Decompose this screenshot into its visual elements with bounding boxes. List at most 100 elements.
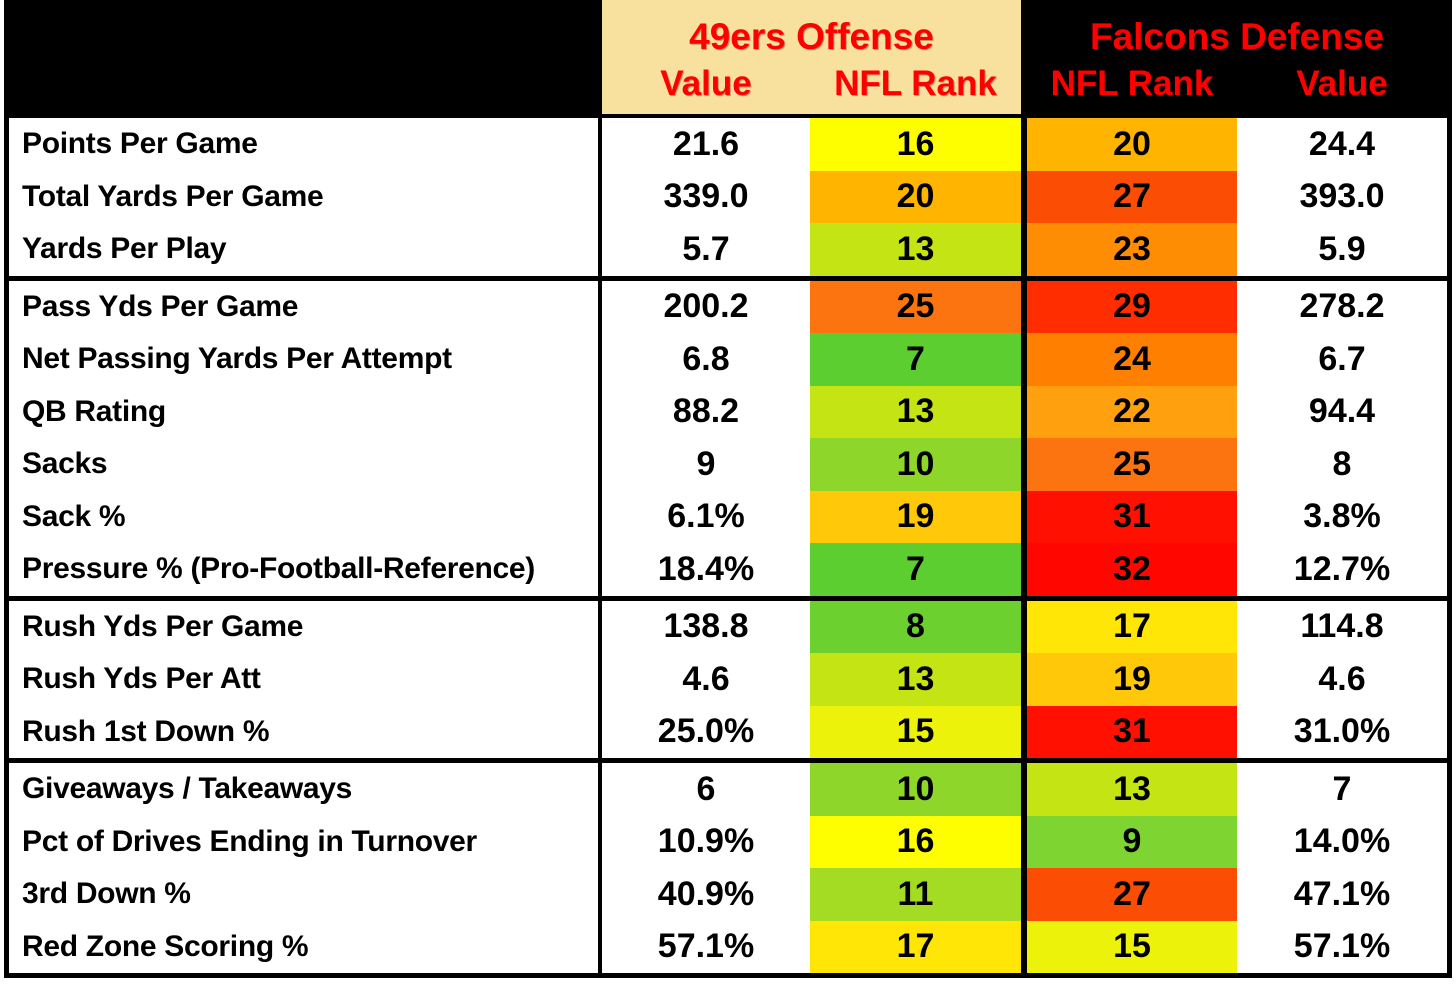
offense-value-cell: 10.9% — [598, 815, 810, 868]
defense-value-cell: 14.0% — [1237, 815, 1447, 868]
stats-comparison-table: 49ers Offense Falcons Defense Value NFL … — [4, 0, 1452, 978]
table-row: Giveaways / Takeaways 6 10 13 7 — [9, 763, 1447, 816]
offense-rank-cell: 10 — [810, 438, 1021, 491]
table-row: Pct of Drives Ending in Turnover 10.9% 1… — [9, 815, 1447, 868]
stat-label: Rush Yds Per Game — [9, 600, 598, 653]
defense-rank-cell: 25 — [1021, 438, 1237, 491]
table-row: 3rd Down % 40.9% 11 27 47.1% — [9, 868, 1447, 921]
offense-rank-cell: 16 — [810, 815, 1021, 868]
offense-value-cell: 6 — [598, 763, 810, 816]
defense-value-cell: 12.7% — [1237, 543, 1447, 596]
offense-rank-cell: 16 — [810, 118, 1021, 171]
stat-label: Points Per Game — [9, 118, 598, 171]
offense-value-cell: 18.4% — [598, 543, 810, 596]
defense-value-cell: 6.7 — [1237, 333, 1447, 386]
defense-rank-cell: 27 — [1021, 170, 1237, 223]
stat-group: Giveaways / Takeaways 6 10 13 7 Pct of D… — [9, 758, 1447, 973]
offense-value-cell: 200.2 — [598, 280, 810, 333]
defense-value-column-header: Value — [1296, 64, 1388, 103]
defense-value-cell: 7 — [1237, 763, 1447, 816]
defense-rank-cell: 19 — [1021, 653, 1237, 706]
stat-label: Pass Yds Per Game — [9, 280, 598, 333]
table-row: Yards Per Play 5.7 13 23 5.9 — [9, 223, 1447, 276]
offense-value-cell: 5.7 — [598, 223, 810, 276]
defense-rank-cell: 31 — [1021, 490, 1237, 543]
table-row: Red Zone Scoring % 57.1% 17 15 57.1% — [9, 920, 1447, 973]
defense-rank-cell: 32 — [1021, 543, 1237, 596]
defense-value-cell: 4.6 — [1237, 653, 1447, 706]
defense-rank-cell: 15 — [1021, 920, 1237, 973]
stat-label: Yards Per Play — [9, 223, 598, 276]
table-row: Points Per Game 21.6 16 20 24.4 — [9, 118, 1447, 171]
offense-rank-cell: 7 — [810, 333, 1021, 386]
table-row: Sack % 6.1% 19 31 3.8% — [9, 490, 1447, 543]
offense-value-cell: 57.1% — [598, 920, 810, 973]
defense-rank-cell: 20 — [1021, 118, 1237, 171]
stat-label: QB Rating — [9, 385, 598, 438]
defense-value-cell: 8 — [1237, 438, 1447, 491]
offense-value-cell: 4.6 — [598, 653, 810, 706]
offense-value-cell: 339.0 — [598, 170, 810, 223]
offense-rank-cell: 7 — [810, 543, 1021, 596]
stat-label: Sacks — [9, 438, 598, 491]
defense-header-title: Falcons Defense — [1021, 0, 1447, 64]
stat-label: 3rd Down % — [9, 868, 598, 921]
offense-value-cell: 9 — [598, 438, 810, 491]
offense-rank-column-header: NFL Rank — [810, 64, 1021, 114]
offense-rank-cell: 13 — [810, 223, 1021, 276]
offense-value-cell: 6.1% — [598, 490, 810, 543]
stat-group: Points Per Game 21.6 16 20 24.4 Total Ya… — [9, 118, 1447, 276]
stat-group: Rush Yds Per Game 138.8 8 17 114.8 Rush … — [9, 595, 1447, 758]
offense-rank-cell: 20 — [810, 170, 1021, 223]
table-row: Rush 1st Down % 25.0% 15 31 31.0% — [9, 705, 1447, 758]
table-row: Rush Yds Per Att 4.6 13 19 4.6 — [9, 653, 1447, 706]
offense-value-cell: 138.8 — [598, 600, 810, 653]
offense-value-cell: 25.0% — [598, 705, 810, 758]
defense-rank-cell: 23 — [1021, 223, 1237, 276]
offense-rank-cell: 25 — [810, 280, 1021, 333]
stat-label: Net Passing Yards Per Attempt — [9, 333, 598, 386]
table-header: 49ers Offense Falcons Defense Value NFL … — [9, 0, 1447, 118]
table-row: Rush Yds Per Game 138.8 8 17 114.8 — [9, 600, 1447, 653]
defense-rank-column-header: NFL Rank — [1021, 64, 1237, 114]
defense-rank-cell: 31 — [1021, 705, 1237, 758]
defense-rank-cell: 22 — [1021, 385, 1237, 438]
table-row: Pressure % (Pro-Football-Reference) 18.4… — [9, 543, 1447, 596]
defense-rank-cell: 27 — [1021, 868, 1237, 921]
table-row: Total Yards Per Game 339.0 20 27 393.0 — [9, 170, 1447, 223]
defense-value-cell: 3.8% — [1237, 490, 1447, 543]
stat-label: Rush 1st Down % — [9, 705, 598, 758]
offense-value-cell: 6.8 — [598, 333, 810, 386]
defense-value-cell: 57.1% — [1237, 920, 1447, 973]
offense-rank-cell: 11 — [810, 868, 1021, 921]
stat-label: Total Yards Per Game — [9, 170, 598, 223]
table-row: QB Rating 88.2 13 22 94.4 — [9, 385, 1447, 438]
defense-rank-cell: 24 — [1021, 333, 1237, 386]
defense-rank-cell: 9 — [1021, 815, 1237, 868]
offense-rank-cell: 8 — [810, 600, 1021, 653]
offense-rank-cell: 19 — [810, 490, 1021, 543]
defense-value-cell: 393.0 — [1237, 170, 1447, 223]
stat-label: Rush Yds Per Att — [9, 653, 598, 706]
stat-label: Pct of Drives Ending in Turnover — [9, 815, 598, 868]
defense-rank-cell: 13 — [1021, 763, 1237, 816]
defense-value-cell: 47.1% — [1237, 868, 1447, 921]
defense-rank-cell: 17 — [1021, 600, 1237, 653]
defense-value-cell: 94.4 — [1237, 385, 1447, 438]
stat-group: Pass Yds Per Game 200.2 25 29 278.2 Net … — [9, 275, 1447, 596]
defense-value-cell: 278.2 — [1237, 280, 1447, 333]
table-row: Pass Yds Per Game 200.2 25 29 278.2 — [9, 280, 1447, 333]
stat-label: Red Zone Scoring % — [9, 920, 598, 973]
stat-label: Giveaways / Takeaways — [9, 763, 598, 816]
stat-label: Sack % — [9, 490, 598, 543]
table-row: Net Passing Yards Per Attempt 6.8 7 24 6… — [9, 333, 1447, 386]
defense-value-cell: 5.9 — [1237, 223, 1447, 276]
offense-header-title: 49ers Offense — [598, 0, 1021, 64]
defense-value-cell: 24.4 — [1237, 118, 1447, 171]
offense-rank-cell: 15 — [810, 705, 1021, 758]
defense-value-cell: 114.8 — [1237, 600, 1447, 653]
offense-rank-cell: 13 — [810, 653, 1021, 706]
offense-value-cell: 40.9% — [598, 868, 810, 921]
defense-rank-cell: 29 — [1021, 280, 1237, 333]
offense-rank-cell: 17 — [810, 920, 1021, 973]
